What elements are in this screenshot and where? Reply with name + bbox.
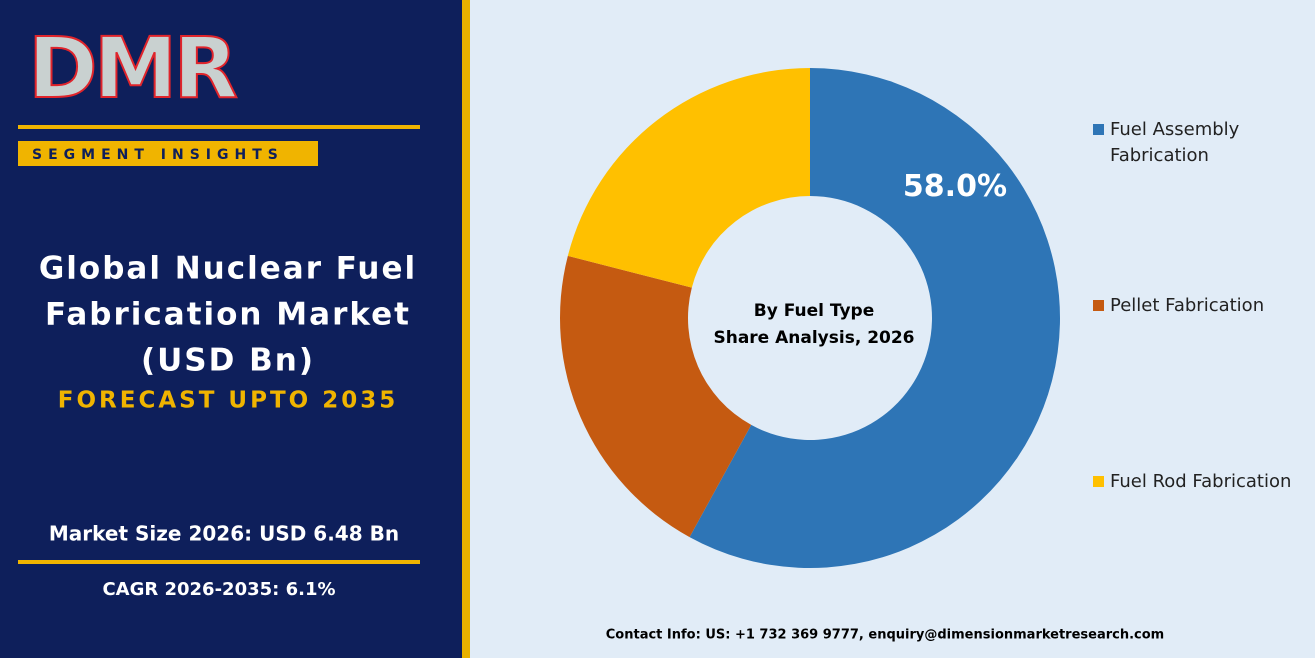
rule [18, 560, 420, 564]
slice [567, 68, 810, 288]
value-label: 58.0% [903, 169, 1007, 204]
divider [462, 0, 470, 658]
slice [560, 255, 752, 538]
legend-label: Fuel Rod Fabrication [1110, 471, 1291, 492]
forecast: FORECAST UPTO 2035 [58, 388, 398, 414]
chart-title: Share Analysis, 2026 [713, 328, 914, 348]
slice [689, 68, 1061, 568]
side-panel [0, 0, 462, 658]
legend-swatch [1093, 124, 1104, 135]
cagr: CAGR 2026-2035: 6.1% [102, 579, 335, 600]
headline: Fabrication Market [45, 297, 411, 333]
chart-title: By Fuel Type [754, 301, 874, 321]
contact: Contact Info: US: +1 732 369 9777, enqui… [606, 628, 1164, 643]
donut-chart: 58.0% By Fuel Type Share Analysis, 2026 Fue… [560, 68, 1291, 568]
badge: SEGMENT INSIGHTS [32, 147, 284, 163]
headline: (USD Bn) [141, 343, 315, 379]
legend-label: Fuel Assembly Fabrication [1110, 119, 1240, 166]
market-size: Market Size 2026: USD 6.48 Bn [49, 522, 399, 546]
headline: Global Nuclear Fuel [39, 251, 417, 287]
legend-label: Pellet Fabrication [1110, 295, 1264, 316]
rule [18, 125, 420, 129]
legend-swatch [1093, 300, 1104, 311]
badge-bg [18, 141, 318, 166]
logo: DMR [28, 19, 236, 117]
legend-swatch [1093, 476, 1104, 487]
